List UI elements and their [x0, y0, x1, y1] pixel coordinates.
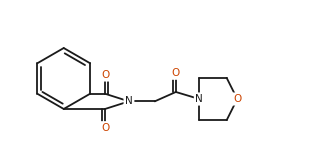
Text: N: N — [125, 96, 133, 106]
Text: O: O — [172, 68, 180, 78]
Text: O: O — [101, 70, 109, 80]
Text: O: O — [101, 123, 109, 133]
Text: O: O — [233, 94, 242, 104]
Text: N: N — [195, 94, 203, 104]
